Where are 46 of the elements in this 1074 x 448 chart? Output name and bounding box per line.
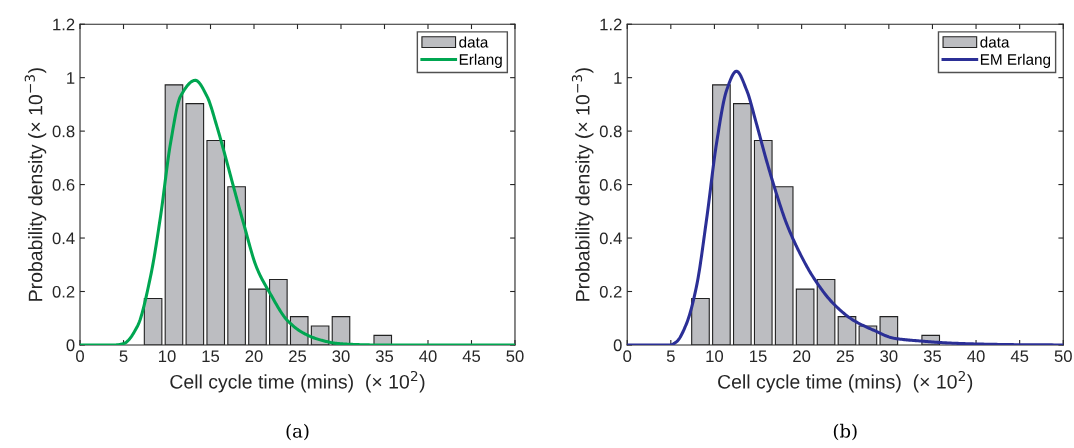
x-tick-label: 50	[1054, 350, 1072, 363]
y-tick-label: 1.2	[600, 18, 622, 31]
x-tick-label: 45	[1010, 350, 1029, 363]
x-tick-label: 50	[506, 350, 524, 363]
x-tick-label: 40	[419, 350, 437, 363]
x-tick-label: 35	[923, 350, 942, 363]
x-tick-label: 10	[706, 350, 724, 363]
x-tick-label: 15	[202, 350, 220, 363]
y-axis-title: Probability density (× 10$^{−3}$)	[24, 68, 47, 301]
y-tick-label: 1.2	[53, 18, 75, 31]
x-tick-label: 5	[666, 350, 675, 363]
legend-label: EM Erlang	[980, 53, 1051, 68]
x-tick-label: 40	[967, 350, 985, 363]
y-tick-label: 0.4	[599, 232, 622, 245]
y-tick-label: 1	[614, 72, 622, 84]
x-tick-label: 25	[836, 350, 854, 363]
x-tick-label: 30	[880, 350, 898, 363]
y-tick-label: 0	[66, 339, 75, 352]
x-tick-label: 30	[332, 350, 350, 363]
x-axis-title: Cell cycle time (mins) (× 10$^{2}$)	[170, 370, 425, 393]
x-tick-label: 10	[159, 350, 176, 363]
x-axis-title: Cell cycle time (mins) (× 10$^{2}$)	[718, 370, 973, 393]
legend-label: Erlang	[459, 53, 502, 68]
y-tick-label: 0.8	[599, 125, 622, 138]
legend-label: data	[459, 36, 489, 48]
y-tick-label: 0	[613, 339, 622, 352]
y-tick-label: 0.8	[52, 125, 75, 138]
y-tick-label: 0.6	[599, 178, 622, 191]
y-tick-label: 0.6	[52, 178, 75, 191]
text: (a)	[286, 423, 309, 441]
x-tick-label: 35	[375, 350, 394, 363]
legend-label: data	[980, 36, 1010, 48]
y-tick-label: 0.2	[599, 285, 622, 298]
x-tick-label: 0	[76, 350, 84, 363]
x-tick-label: 45	[462, 350, 481, 363]
x-tick-label: 25	[289, 350, 307, 363]
x-tick-label: 0	[623, 350, 632, 363]
y-tick-label: 1	[67, 72, 75, 84]
x-tick-label: 5	[119, 350, 128, 363]
x-tick-label: 15	[750, 350, 767, 363]
x-tick-label: 20	[793, 350, 811, 363]
y-tick-label: 0.4	[52, 232, 75, 245]
text: (b)	[833, 423, 857, 441]
y-axis-title: Probability density (× 10$^{−3}$)	[571, 68, 594, 301]
y-tick-label: 0.2	[52, 285, 75, 298]
x-tick-label: 20	[245, 350, 263, 363]
